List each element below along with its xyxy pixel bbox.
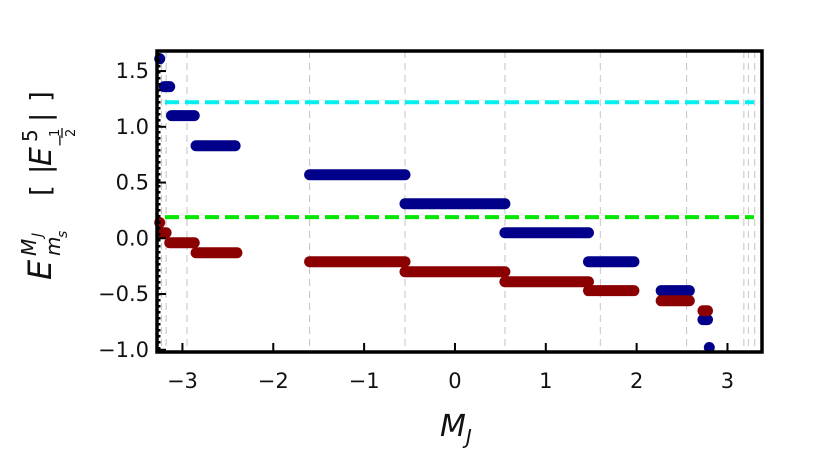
svg-text:|: | xyxy=(24,165,57,174)
svg-text:[: [ xyxy=(24,185,57,196)
svg-text:M: M xyxy=(17,239,41,256)
svg-text:s: s xyxy=(55,231,71,238)
svg-text:1: 1 xyxy=(48,129,63,137)
svg-text:E: E xyxy=(21,259,59,280)
x-tick-label: −2 xyxy=(258,369,289,393)
svg-text:E: E xyxy=(24,147,59,166)
svg-text:−: − xyxy=(50,134,69,147)
ticks: 1.5 1.0 0.5 0.0 −0.5 −1.0 −3 −2 −1 0 1 2 3 xyxy=(98,59,734,393)
svg-text:|: | xyxy=(24,113,57,122)
svg-text:5: 5 xyxy=(18,129,42,142)
x-tick-label: −1 xyxy=(349,369,380,393)
x-tick-label: 1 xyxy=(539,369,552,393)
y-tick-label: 0.0 xyxy=(116,226,149,250)
plot-frame xyxy=(155,49,764,354)
y-tick-label: 0.5 xyxy=(116,171,149,195)
svg-text:m: m xyxy=(41,237,65,256)
x-tick-label: −3 xyxy=(167,369,198,393)
reference-lines xyxy=(165,100,754,220)
y-tick-label: 1.0 xyxy=(116,115,149,139)
y-tick-label: 1.5 xyxy=(116,59,149,83)
x-tick-label: 0 xyxy=(448,369,461,393)
x-tick-label: 3 xyxy=(721,369,734,393)
y-tick-label: −1.0 xyxy=(98,338,149,362)
svg-text:]: ] xyxy=(24,91,57,102)
y-tick-label: −0.5 xyxy=(98,282,149,306)
x-tick-label: 2 xyxy=(630,369,643,393)
x-axis-label: MJ xyxy=(440,409,472,449)
svg-text:J: J xyxy=(30,233,46,240)
data-marks xyxy=(154,53,715,354)
svg-text:2: 2 xyxy=(64,129,79,137)
y-axis-label: E M J m s [ | E 5 − 1 2 | ] xyxy=(17,91,79,280)
